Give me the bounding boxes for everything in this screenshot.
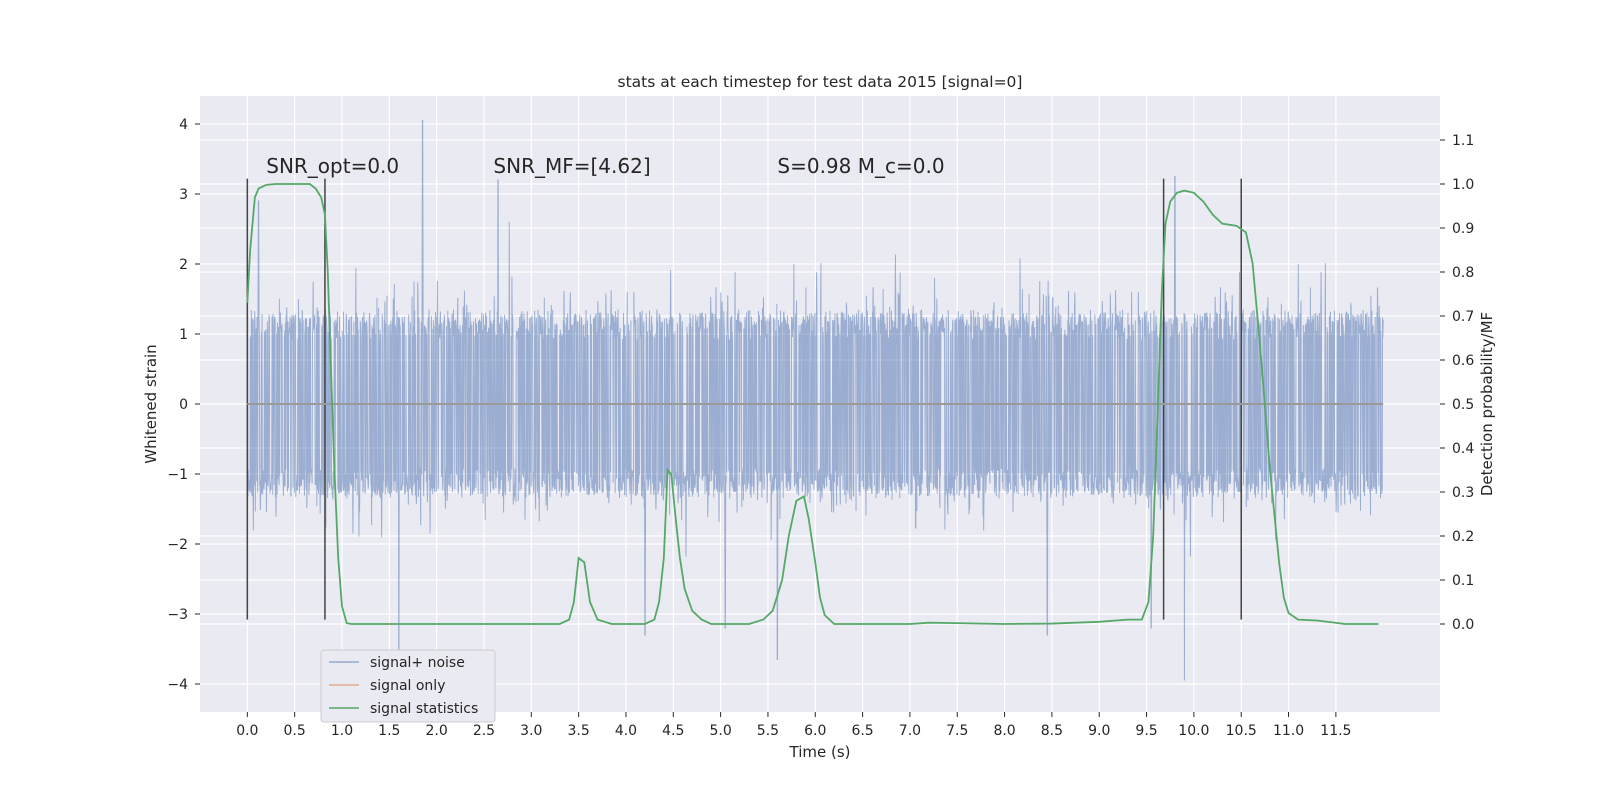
y-tick-label: 2 bbox=[179, 257, 188, 273]
noise-layer bbox=[246, 120, 1384, 681]
x-tick-label: 7.0 bbox=[899, 723, 921, 739]
x-tick-label: 4.0 bbox=[615, 723, 637, 739]
y2-tick-label: 0.0 bbox=[1452, 617, 1474, 633]
y2-tick-label: 1.0 bbox=[1452, 177, 1474, 193]
x-tick-label: 8.0 bbox=[993, 723, 1015, 739]
annotation-2: S=0.98 M_c=0.0 bbox=[777, 154, 944, 178]
x-tick-label: 0.5 bbox=[284, 723, 306, 739]
x-tick-label: 1.0 bbox=[331, 723, 353, 739]
x-tick-label: 7.5 bbox=[946, 723, 968, 739]
y-tick-label: −2 bbox=[167, 537, 188, 553]
series-signal-noise bbox=[246, 120, 1384, 681]
y2-tick-label: 0.1 bbox=[1452, 573, 1474, 589]
y-tick-label: 4 bbox=[179, 117, 188, 133]
x-tick-label: 11.5 bbox=[1320, 723, 1351, 739]
y2-axis-label: Detection probability/MF bbox=[1478, 312, 1496, 496]
x-tick-label: 1.5 bbox=[378, 723, 400, 739]
x-tick-label: 5.5 bbox=[757, 723, 779, 739]
x-tick-label: 3.5 bbox=[567, 723, 589, 739]
y-tick-label: 3 bbox=[179, 187, 188, 203]
x-axis-label: Time (s) bbox=[789, 743, 851, 761]
y-tick-label: −3 bbox=[167, 607, 188, 623]
ticks: 0.0 0.5 1.0 1.5 2.0 2.5 3.0 3.5 4.0 4.5 5.0 5.5 6.0 6… bbox=[167, 117, 1474, 739]
legend-box bbox=[320, 649, 496, 723]
x-tick-label: 8.5 bbox=[1041, 723, 1063, 739]
chart-title: stats at each timestep for test data 201… bbox=[618, 73, 1023, 91]
annotation-0: SNR_opt=0.0 bbox=[266, 154, 399, 178]
legend-label-signal-statistics: signal statistics bbox=[370, 701, 478, 717]
y-axis-label: Whitened strain bbox=[142, 344, 160, 463]
legend-label-signal-only: signal only bbox=[370, 678, 445, 694]
x-tick-label: 11.0 bbox=[1273, 723, 1304, 739]
annotations: SNR_opt=0.0 SNR_MF=[4.62] S=0.98 M_c=0.0 bbox=[266, 154, 944, 178]
y2-tick-label: 0.6 bbox=[1452, 353, 1474, 369]
legend: signal+ noise signal only signal statist… bbox=[320, 649, 496, 723]
y2-tick-label: 0.4 bbox=[1452, 441, 1474, 457]
x-tick-label: 4.5 bbox=[662, 723, 684, 739]
y2-tick-label: 0.7 bbox=[1452, 309, 1474, 325]
x-tick-label: 9.0 bbox=[1088, 723, 1110, 739]
x-tick-label: 10.0 bbox=[1178, 723, 1209, 739]
x-tick-label: 3.0 bbox=[520, 723, 542, 739]
y2-tick-label: 0.3 bbox=[1452, 485, 1474, 501]
y2-tick-label: 0.2 bbox=[1452, 529, 1474, 545]
y2-tick-label: 0.9 bbox=[1452, 221, 1474, 237]
series-signal-statistics bbox=[246, 183, 1379, 625]
x-tick-label: 2.0 bbox=[426, 723, 448, 739]
x-tick-label: 6.5 bbox=[851, 723, 873, 739]
line-layer bbox=[246, 183, 1384, 625]
y2-tick-label: 0.5 bbox=[1452, 397, 1474, 413]
x-tick-label: 0.0 bbox=[236, 723, 258, 739]
y-tick-label: −1 bbox=[167, 467, 188, 483]
x-tick-label: 6.0 bbox=[804, 723, 826, 739]
x-tick-label: 9.5 bbox=[1135, 723, 1157, 739]
y-tick-label: −4 bbox=[167, 677, 188, 693]
x-tick-label: 2.5 bbox=[473, 723, 495, 739]
x-tick-label: 10.5 bbox=[1226, 723, 1257, 739]
y2-tick-label: 1.1 bbox=[1452, 133, 1474, 149]
annotation-1: SNR_MF=[4.62] bbox=[493, 154, 650, 178]
x-tick-label: 5.0 bbox=[709, 723, 731, 739]
y-tick-label: 1 bbox=[179, 327, 188, 343]
legend-label-signal-noise: signal+ noise bbox=[370, 655, 465, 671]
y-tick-label: 0 bbox=[179, 397, 188, 413]
y2-tick-label: 0.8 bbox=[1452, 265, 1474, 281]
